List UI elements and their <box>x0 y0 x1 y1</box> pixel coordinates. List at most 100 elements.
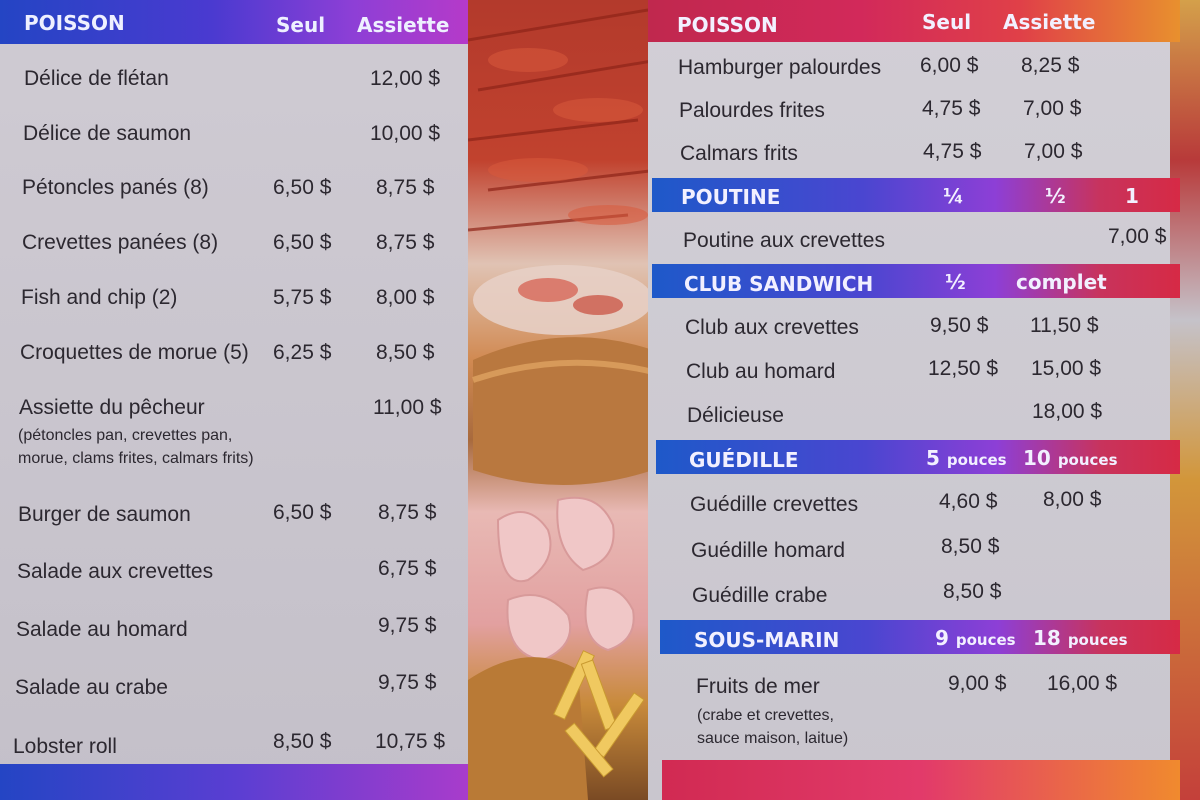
menu-item-seul-price: 6,50 $ <box>273 176 332 199</box>
sousmarin-col-9-unit: pouces <box>955 631 1016 649</box>
sousmarin-col-9-num: 9 <box>935 626 949 650</box>
menu-item-name: Poutine aux crevettes <box>683 229 885 252</box>
guedille-header-bar <box>656 440 1180 474</box>
menu-item-5in-price: 4,60 $ <box>939 490 998 513</box>
right-col-seul: Seul <box>922 10 972 34</box>
sousmarin-header-bar <box>660 620 1180 654</box>
poutine-col-quarter: ¼ <box>943 184 964 208</box>
menu-item-seul-price: 6,50 $ <box>273 231 332 254</box>
sousmarin-title: SOUS-MARIN <box>694 628 840 652</box>
menu-item-name: Club au homard <box>686 360 836 383</box>
menu-item-assiette-price: 7,00 $ <box>1023 97 1082 120</box>
menu-item-assiette-price: 8,75 $ <box>376 231 435 254</box>
menu-item-9in-price: 9,00 $ <box>948 672 1007 695</box>
guedille-col-5: 5 pouces <box>926 446 1007 470</box>
menu-item-assiette-price: 7,00 $ <box>1024 140 1083 163</box>
menu-item-half-price: 12,50 $ <box>928 357 999 380</box>
club-header-bar <box>652 264 1180 298</box>
menu-item-assiette-price: 8,00 $ <box>376 286 435 309</box>
menu-item-name: Club aux crevettes <box>685 316 859 339</box>
menu-item-10in-price: 8,00 $ <box>1043 488 1102 511</box>
menu-item-assiette-price: 8,25 $ <box>1021 54 1080 77</box>
menu-item-name: Burger de saumon <box>18 503 191 526</box>
menu-item-name: Salade aux crevettes <box>17 560 214 583</box>
guedille-col-5-num: 5 <box>926 446 940 470</box>
poutine-col-half: ½ <box>1045 184 1066 208</box>
menu-item-name: Guédille homard <box>691 539 846 562</box>
menu-item-assiette-price: 9,75 $ <box>378 614 437 637</box>
left-col-assiette: Assiette <box>357 13 450 37</box>
menu-item-name: Fish and chip (2) <box>21 286 178 309</box>
left-menu-board <box>0 0 470 800</box>
menu-item-5in-price: 8,50 $ <box>943 580 1002 603</box>
menu-item-note: (crabe et crevettes, <box>697 707 834 724</box>
club-col-half: ½ <box>945 270 966 294</box>
menu-item-name: Palourdes frites <box>679 99 825 122</box>
poutine-col-full: 1 <box>1125 184 1139 208</box>
guedille-col-10: 10 pouces <box>1023 446 1118 470</box>
menu-item-complet-price: 18,00 $ <box>1032 400 1103 423</box>
menu-item-complet-price: 15,00 $ <box>1031 357 1102 380</box>
menu-item-name: Crevettes panées (8) <box>22 231 219 254</box>
guedille-title: GUÉDILLE <box>689 448 799 472</box>
menu-item-assiette-price: 8,75 $ <box>376 176 435 199</box>
left-col-seul: Seul <box>276 13 326 37</box>
menu-item-seul-price: 8,50 $ <box>273 730 332 753</box>
menu-item-seul-price: 5,75 $ <box>273 286 332 309</box>
club-title: CLUB SANDWICH <box>684 272 874 296</box>
menu-item-note: (pétoncles pan, crevettes pan, <box>18 427 233 444</box>
menu-item-half-price: 9,50 $ <box>930 314 989 337</box>
menu-item-assiette-price: 10,00 $ <box>370 122 441 145</box>
sousmarin-col-18: 18 pouces <box>1033 626 1128 650</box>
menu-item-name: Pétoncles panés (8) <box>22 176 209 199</box>
sousmarin-col-18-num: 18 <box>1033 626 1061 650</box>
menu-item-assiette-price: 6,75 $ <box>378 557 437 580</box>
left-section-title: POISSON <box>24 11 125 35</box>
menu-item-name: Calmars frits <box>680 142 798 165</box>
club-col-complet: complet <box>1016 270 1107 294</box>
menu-item-name: Hamburger palourdes <box>678 56 882 79</box>
right-poisson-header-bar <box>648 0 1180 42</box>
menu-item-name: Salade au crabe <box>15 676 168 699</box>
menu-item-name: Lobster roll <box>13 735 117 758</box>
menu-item-assiette-price: 11,00 $ <box>373 396 442 419</box>
seafood-photo-art <box>468 8 658 800</box>
menu-item-name: Délice de flétan <box>24 67 169 90</box>
menu-item-name: Assiette du pêcheur <box>19 396 205 419</box>
menu-item-assiette-price: 12,00 $ <box>370 67 441 90</box>
menu-item-seul-price: 6,25 $ <box>273 341 332 364</box>
menu-item-5in-price: 8,50 $ <box>941 535 1000 558</box>
menu-item-assiette-price: 8,50 $ <box>376 341 435 364</box>
menu-item-18in-price: 16,00 $ <box>1047 672 1118 695</box>
left-header-bar <box>0 0 470 44</box>
menu-item-name: Guédille crevettes <box>690 493 859 516</box>
guedille-col-10-num: 10 <box>1023 446 1051 470</box>
right-footer-bar <box>662 760 1180 800</box>
poutine-title: POUTINE <box>681 185 781 209</box>
menu-item-seul-price: 4,75 $ <box>923 140 982 163</box>
sousmarin-col-9: 9 pouces <box>935 626 1016 650</box>
menu-item-assiette-price: 8,75 $ <box>378 501 437 524</box>
right-poisson-title: POISSON <box>677 13 778 37</box>
left-footer-bar <box>0 764 470 800</box>
menu-item-note: sauce maison, laitue) <box>697 730 849 747</box>
menu-item-assiette-price: 10,75 $ <box>375 730 446 753</box>
menu-item-price: 7,00 $ <box>1108 225 1167 248</box>
guedille-col-5-unit: pouces <box>946 451 1007 469</box>
menu-item-name: Guédille crabe <box>692 584 828 607</box>
menu-item-name: Salade au homard <box>16 618 188 641</box>
menu-item-seul-price: 6,50 $ <box>273 501 332 524</box>
right-menu-board <box>648 0 1180 800</box>
menu-item-assiette-price: 9,75 $ <box>378 671 437 694</box>
right-col-assiette: Assiette <box>1003 10 1096 34</box>
menu-item-complet-price: 11,50 $ <box>1030 314 1099 337</box>
menu-item-name: Croquettes de morue (5) <box>20 341 249 364</box>
right-edge-photo <box>1170 0 1200 800</box>
menu-item-seul-price: 4,75 $ <box>922 97 981 120</box>
menu-item-note: morue, clams frites, calmars frits) <box>18 450 254 467</box>
menu-item-name: Délicieuse <box>687 404 784 427</box>
menu-item-name: Fruits de mer <box>696 675 820 698</box>
poutine-header-bar <box>652 178 1180 212</box>
seafood-photo <box>468 0 658 800</box>
guedille-col-10-unit: pouces <box>1057 451 1118 469</box>
